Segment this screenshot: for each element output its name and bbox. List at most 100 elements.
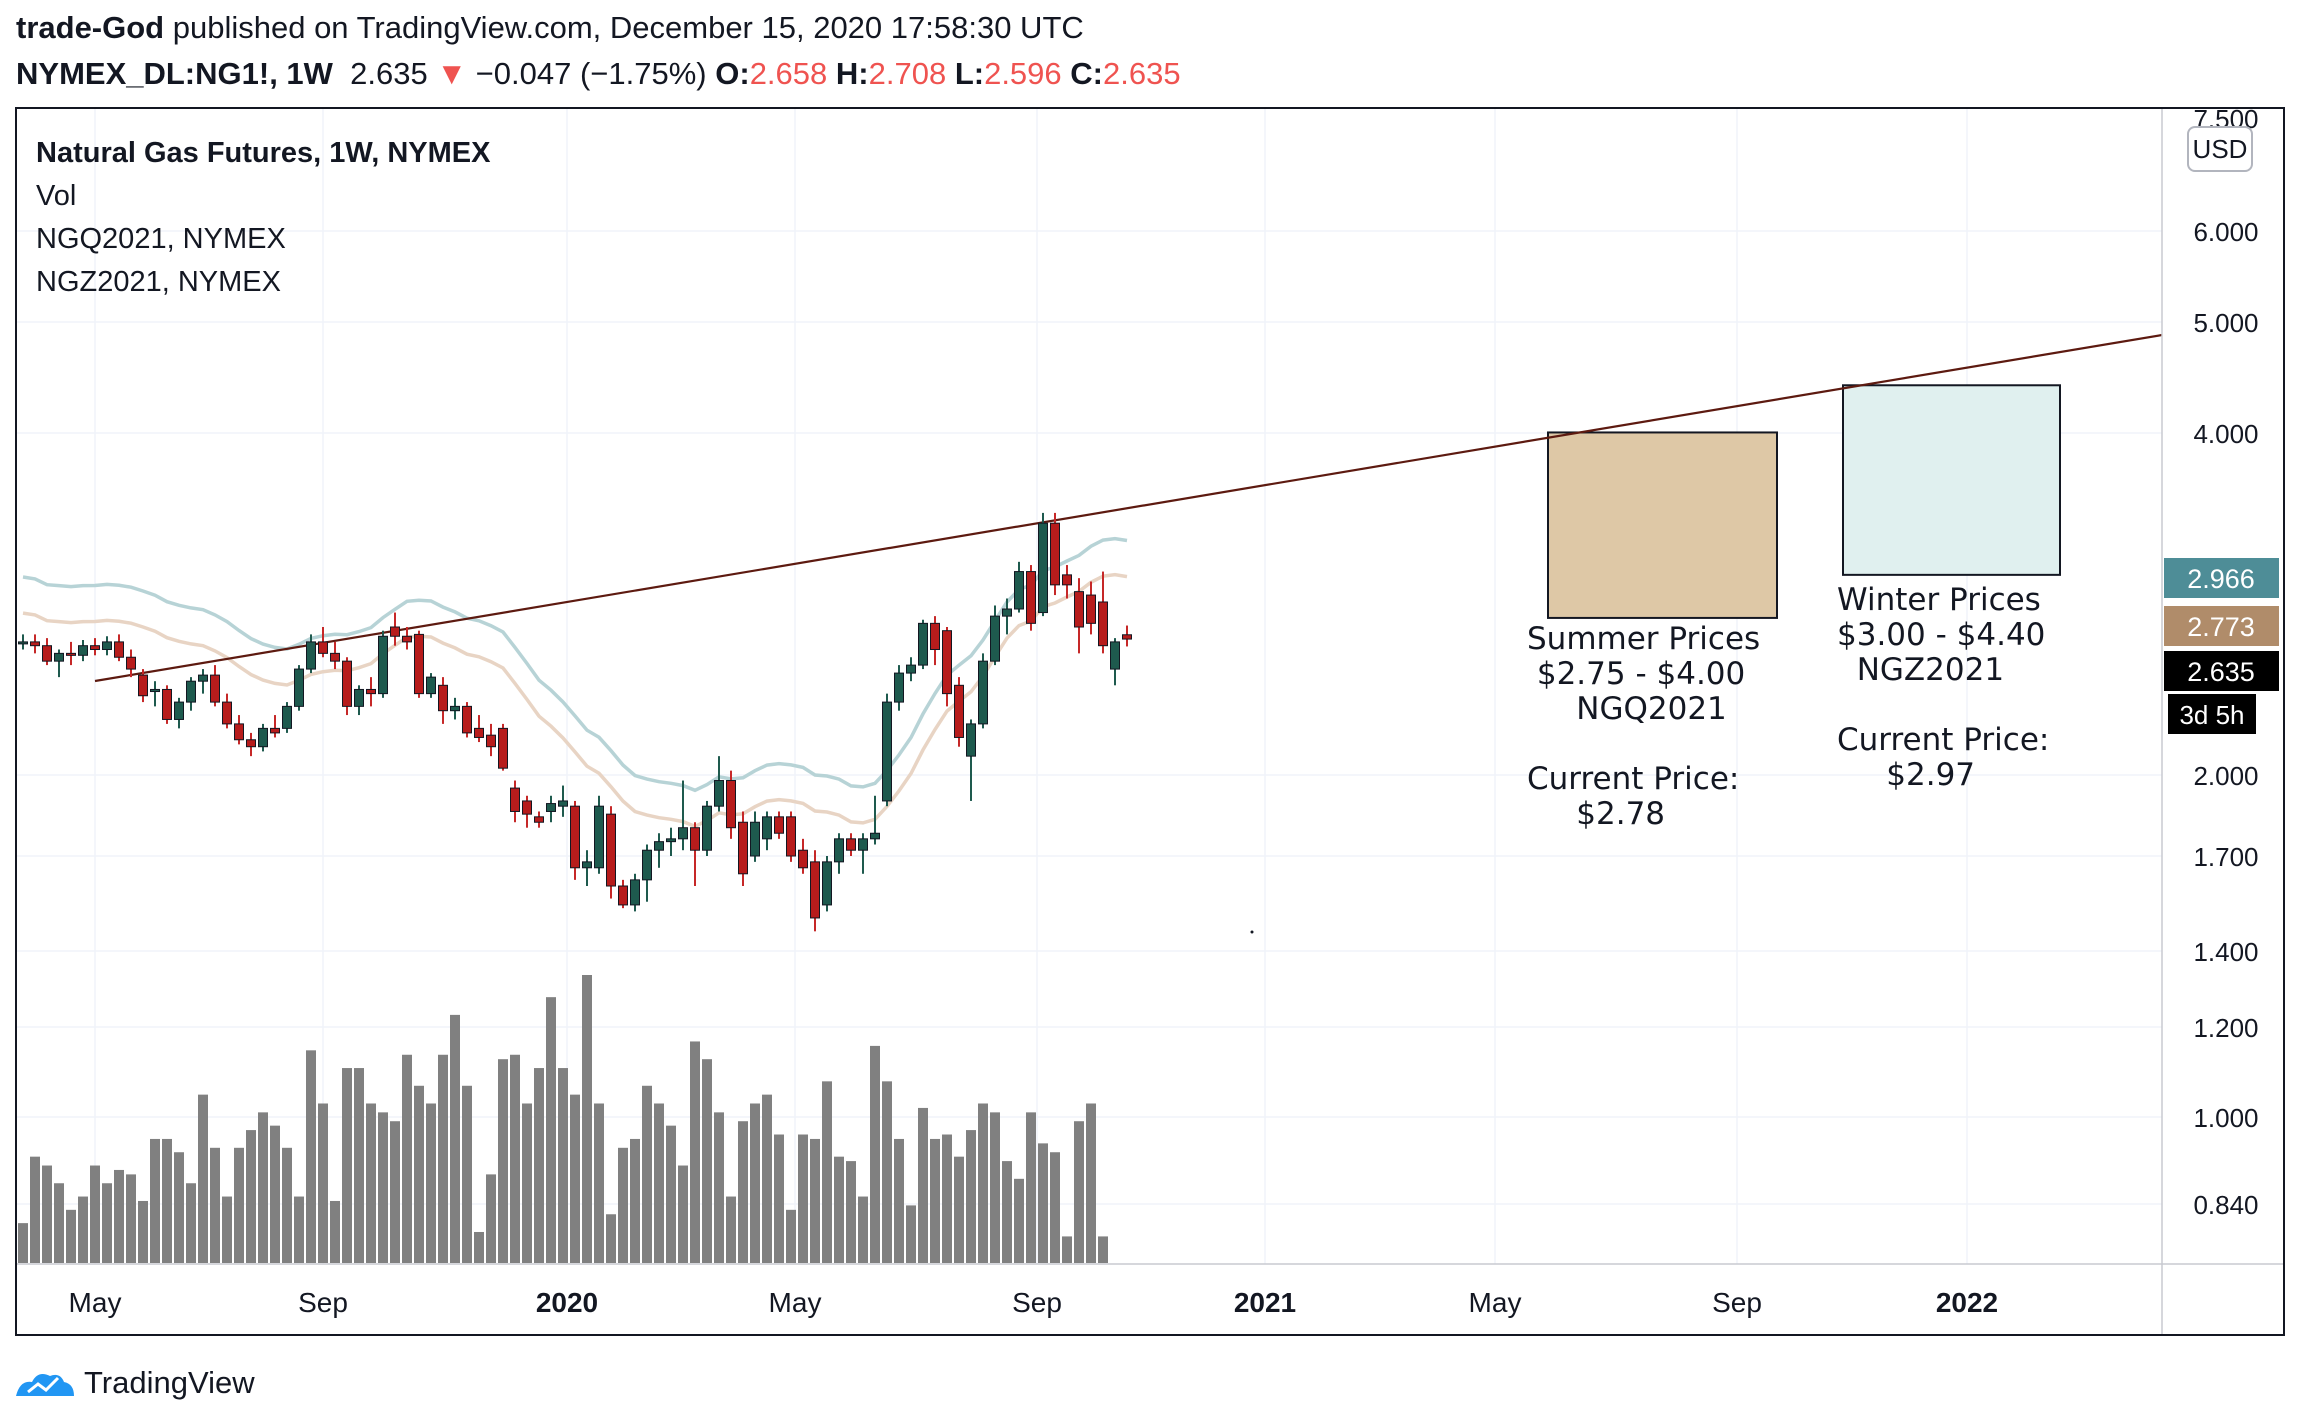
candle-down [126, 649, 136, 678]
author-name[interactable]: trade-God [16, 10, 165, 45]
volume-bar [870, 1045, 880, 1263]
candle-up [750, 811, 760, 862]
cursor-dot [1250, 930, 1254, 934]
candle-body [486, 734, 496, 748]
candle-down [270, 715, 280, 738]
volume-bar [990, 1112, 1000, 1263]
summer-price-range-box[interactable] [1547, 431, 1778, 619]
candle-body [342, 660, 352, 707]
volume-bar [474, 1231, 484, 1263]
candle-up [186, 677, 196, 711]
candle-body [162, 688, 172, 720]
tradingview-logo-icon [16, 1374, 74, 1396]
candle-up [594, 795, 604, 874]
low-value: 2.596 [984, 56, 1062, 91]
summer-prices-note[interactable]: Summer Prices $2.75 - $4.00 NGQ2021 Curr… [1527, 621, 1761, 832]
volume-bar [186, 1183, 196, 1263]
volume-bar [42, 1165, 52, 1263]
candle-up [978, 653, 988, 729]
volume-bar [702, 1059, 712, 1263]
candle-body [1062, 574, 1072, 586]
volume-bar [1038, 1143, 1048, 1263]
candle-body [114, 641, 124, 658]
chart-legend: Natural Gas Futures, 1W, NYMEX Vol NGQ20… [36, 132, 490, 304]
volume-bar [78, 1196, 88, 1263]
price-change: −0.047 (−1.75%) [475, 56, 707, 91]
candle-body [774, 816, 784, 834]
candle-down [798, 838, 808, 874]
trendline[interactable] [94, 333, 2163, 683]
candle-body [750, 821, 760, 857]
volume-bar [786, 1209, 796, 1263]
volume-bar [774, 1134, 784, 1263]
legend-volume[interactable]: Vol [36, 180, 77, 212]
candle-down [930, 616, 940, 666]
y-tick-label: 0.840 [2193, 1190, 2258, 1220]
volume-bar [558, 1068, 568, 1263]
candle-body [858, 838, 868, 851]
legend-main-series[interactable]: Natural Gas Futures, 1W, NYMEX [36, 137, 491, 169]
volume-bar [846, 1161, 856, 1263]
candle-down [522, 795, 532, 828]
candle-up [966, 719, 976, 801]
winter-price-range-box[interactable] [1842, 384, 2061, 576]
high-label: H: [835, 56, 869, 91]
winter-prices-note[interactable]: Winter Prices $3.00 - $4.40 NGZ2021 Curr… [1837, 582, 2050, 793]
legend-compare-ngz[interactable]: NGZ2021, NYMEX [36, 266, 281, 298]
candle-up [1014, 561, 1024, 613]
y-tick-label: 5.000 [2193, 308, 2258, 338]
volume-bar [714, 1112, 724, 1263]
candle-up [834, 833, 844, 874]
candle-body [30, 641, 40, 647]
candle-up [822, 856, 832, 912]
candle-up [354, 685, 364, 716]
volume-bar [1074, 1121, 1084, 1263]
volume-bar [1062, 1236, 1072, 1263]
candle-down [1086, 581, 1096, 635]
legend-compare-ngq[interactable]: NGQ2021, NYMEX [36, 223, 286, 255]
candle-up [150, 681, 160, 707]
tradingview-footer[interactable]: TradingView [14, 1358, 255, 1408]
volume-bar [246, 1130, 256, 1263]
volume-bar [522, 1103, 532, 1263]
publish-info: trade-God published on TradingView.com, … [16, 10, 1084, 46]
candle-body [438, 684, 448, 712]
currency-button[interactable]: USD [2187, 126, 2253, 172]
candle-body [318, 641, 328, 654]
volume-bar [426, 1103, 436, 1263]
candle-down [30, 634, 40, 654]
candle-body [618, 885, 628, 906]
candle-down [774, 811, 784, 839]
volume-bar [366, 1103, 376, 1263]
candle-body [378, 635, 388, 695]
candle-body [222, 701, 232, 725]
candle-body [1014, 571, 1024, 610]
candle-body [186, 680, 196, 703]
candle-body [930, 622, 940, 651]
volume-bar [1050, 1152, 1060, 1263]
candle-body [642, 849, 652, 881]
close-value: 2.635 [1103, 56, 1181, 91]
x-tick-label: May [769, 1287, 822, 1318]
candle-up [858, 833, 868, 874]
y-tick-label: 1.700 [2193, 842, 2258, 872]
candle-body [390, 626, 400, 637]
candle-down [1062, 565, 1072, 599]
candle-body [1122, 634, 1132, 640]
candle-up [450, 697, 460, 720]
volume-bar [330, 1200, 340, 1263]
candle-down [162, 685, 172, 724]
candle-up [894, 665, 904, 711]
candle-body [1002, 608, 1012, 617]
volume-bar [102, 1183, 112, 1263]
candle-up [258, 723, 268, 752]
volume-bar [534, 1068, 544, 1263]
candle-body [258, 727, 268, 748]
candle-down [738, 811, 748, 887]
price-badge-label: 2.635 [2187, 657, 2255, 687]
volume-bar [90, 1165, 100, 1263]
candle-up [990, 605, 1000, 666]
candle-body [234, 723, 244, 741]
candle-body [354, 688, 364, 707]
